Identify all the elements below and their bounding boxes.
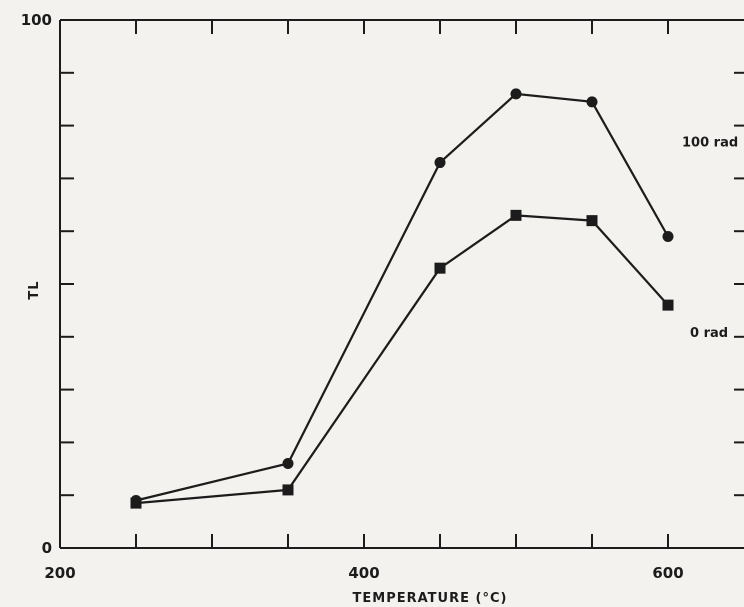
series-label: 0 rad (690, 326, 728, 341)
data-point-square (510, 209, 522, 221)
series-2: 0 rad (130, 209, 728, 509)
series-group: 100 rad 0 rad (130, 88, 738, 509)
x-axis-label: TEMPERATURE (°C) (353, 591, 508, 606)
series-1: 100 rad (130, 88, 738, 506)
data-point-circle (510, 88, 522, 100)
data-point-circle (586, 96, 598, 108)
x-tick-label: 200 (44, 564, 75, 582)
x-tick-label: 400 (348, 564, 379, 582)
tick-labels: 200 400 600 0 100 (21, 11, 684, 582)
data-point-square (586, 215, 598, 227)
data-point-circle (282, 458, 294, 470)
series-line (135, 214, 669, 505)
axes (59, 19, 744, 549)
data-point-circle (434, 157, 446, 169)
data-point-square (434, 262, 446, 274)
series-line (135, 92, 669, 502)
y-axis-label: TL (27, 280, 42, 299)
data-point-square (662, 299, 674, 311)
y-tick-label: 100 (21, 11, 52, 29)
series-label: 100 rad (682, 135, 738, 150)
data-point-square (130, 497, 142, 509)
ticks (60, 20, 744, 548)
data-point-square (282, 484, 294, 496)
y-tick-label: 0 (42, 539, 52, 557)
data-point-circle (662, 230, 674, 242)
x-tick-label: 600 (652, 564, 683, 582)
